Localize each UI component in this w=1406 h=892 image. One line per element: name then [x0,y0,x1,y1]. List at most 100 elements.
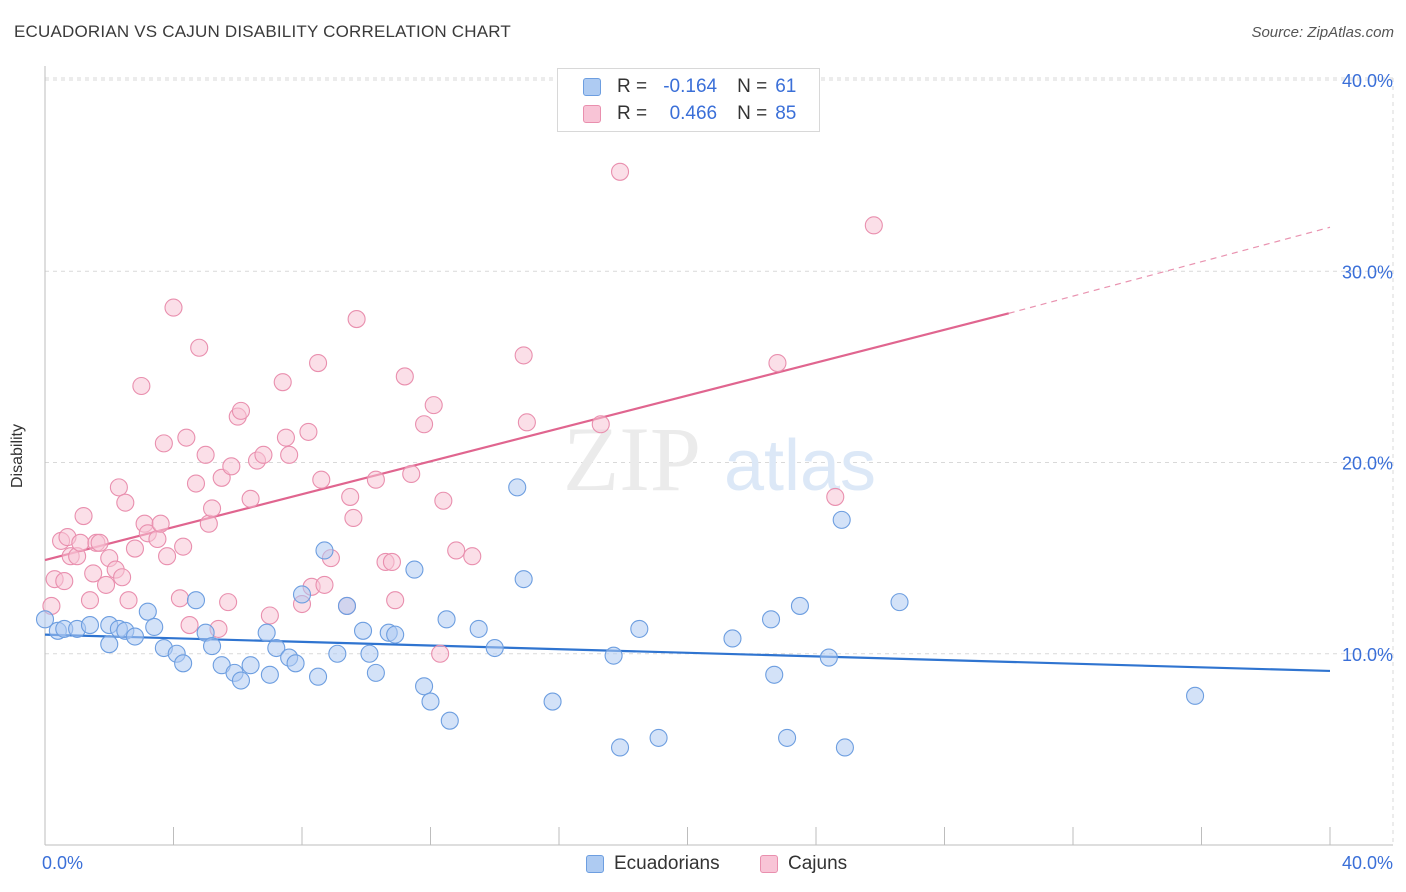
ecuadorian-point [485,638,504,658]
cajun-point [71,533,90,552]
cajun-point [151,514,170,533]
cajun-point [299,422,318,441]
cajun-point [203,499,222,518]
ecuadorian-point [421,692,440,711]
cajun-point [116,493,135,512]
ecuadorian-point [508,478,527,497]
ecuadorian-point [186,591,206,610]
cajun-point [186,474,206,493]
ecuadorian-point [360,644,379,663]
x-tick-label: 0.0% [42,853,83,873]
ecuadorian-point [890,593,909,612]
ecuadorian-point [604,646,623,665]
data-points [35,162,1205,757]
cajun-point [768,353,787,373]
cajun-point [84,564,103,583]
ecuadorian-point [832,510,851,529]
ecuadorian-point [100,635,119,654]
cajun-point [514,346,533,365]
cajun-point [864,216,883,235]
legend-n-label: N = [737,76,768,97]
ecuadorian-point [353,621,373,640]
legend-n-value: 85 [775,103,797,124]
y-tick-label: 40.0% [1342,71,1393,91]
ecuadorian-point [145,617,164,637]
cajun-point [276,428,295,447]
cajun-point [132,376,151,396]
cajun-trend-extension [1008,226,1331,314]
cajun-point [254,445,273,464]
ecuadorian-point [610,738,630,757]
ecuadorian-point [257,623,276,642]
ecuadorian-point [80,616,100,635]
bottom-legend-swatch-pink [760,855,778,873]
cajun-point [402,464,421,484]
cajun-point [273,373,292,392]
ecuadorian-point [723,629,742,648]
ecuadorian-point [241,656,260,675]
ecuadorian-point [328,644,347,663]
cajun-point [148,529,167,549]
ecuadorian-point [630,619,649,638]
legend-row-cajuns: R = 0.466 N = 85 [583,102,796,126]
legend-swatch-blue [583,78,601,96]
ecuadorian-point [260,665,279,684]
cajun-point [222,457,241,476]
ecuadorian-point [386,625,405,644]
cajun-point [382,552,402,572]
ecuadorian-point [203,637,222,656]
ecuadorian-point [440,711,459,730]
cajun-point [164,298,183,317]
bottom-legend-cajuns: Cajuns [760,852,847,876]
cajun-point [170,589,189,608]
bottom-legend-ecuadorians: Ecuadorians [586,852,720,876]
tick-labels: 10.0% 20.0% 30.0% 40.0% 0.0% 40.0% [42,71,1393,873]
cajun-point [74,506,93,526]
cajun-point [199,514,218,533]
cajun-point [344,508,363,528]
cajun-point [341,487,360,506]
ecuadorian-point [1186,686,1205,705]
legend-r-value: 0.466 [669,103,718,124]
ecuadorian-trend-line [44,633,1331,673]
ecuadorian-point [765,665,784,684]
cajun-point [447,541,466,560]
cajun-point [158,547,177,566]
cajun-point [431,644,450,663]
cajun-point [219,593,238,612]
ecuadorian-point [761,610,781,629]
legend-r-label: R = [617,103,648,124]
cajun-point [55,572,74,591]
ecuadorian-point [437,610,456,629]
cajun-point [424,396,443,415]
bottom-legend-swatch-blue [586,855,604,873]
watermark-zip: ZIP [563,408,701,510]
cajun-point [260,606,279,625]
ecuadorian-point [286,654,305,673]
ecuadorian-point [337,596,357,615]
y-tick-label: 10.0% [1342,645,1393,665]
ecuadorian-point [267,638,286,658]
ecuadorian-point [415,677,434,696]
cajun-point [517,413,536,432]
ecuadorian-point [125,627,144,646]
watermark-atlas: atlas [724,426,876,506]
y-tick-label: 20.0% [1342,454,1393,474]
ecuadorian-point [174,654,193,673]
cajun-point [826,487,845,506]
cajun-point [366,470,385,489]
cajun-point [96,575,116,594]
bottom-legend-label: Ecuadorians [614,853,720,874]
cajun-point [196,445,215,464]
cajun-point [610,162,630,181]
ecuadorian-point [405,560,424,579]
x-tick-label: 40.0% [1342,853,1393,873]
ecuadorian-point [790,596,809,615]
cajun-point [591,415,610,434]
cajun-point [119,591,138,610]
cajun-point [231,401,251,420]
ecuadorian-point [315,541,334,560]
cajun-point [434,491,453,510]
legend-row-ecuadorians: R = -0.164 N = 61 [583,75,796,99]
